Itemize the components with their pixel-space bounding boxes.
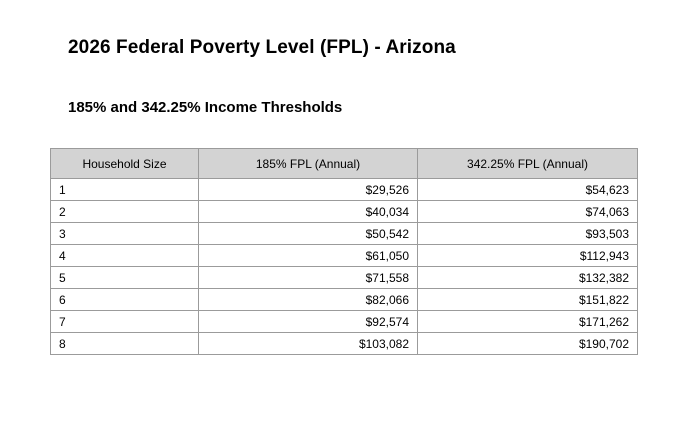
- household-size-cell: 2: [50, 200, 199, 223]
- header-row: Household Size 185% FPL (Annual) 342.25%…: [50, 148, 638, 179]
- fpl-table-header: Household Size 185% FPL (Annual) 342.25%…: [50, 148, 638, 179]
- page-subtitle: 185% and 342.25% Income Thresholds: [68, 99, 343, 116]
- table-row: 4 $61,050 $112,943: [50, 244, 638, 267]
- household-size-cell: 4: [50, 244, 199, 267]
- fpl-185-cell: $82,066: [198, 288, 418, 311]
- household-size-cell: 3: [50, 222, 199, 245]
- household-size-cell: 1: [50, 178, 199, 201]
- household-size-cell: 5: [50, 266, 199, 289]
- fpl-342-cell: $190,702: [417, 332, 638, 355]
- table-row: 3 $50,542 $93,503: [50, 222, 638, 245]
- table-row: 2 $40,034 $74,063: [50, 200, 638, 223]
- fpl-185-cell: $103,082: [198, 332, 418, 355]
- fpl-342-cell: $171,262: [417, 310, 638, 333]
- fpl-185-cell: $61,050: [198, 244, 418, 267]
- fpl-table-body: 1 $29,526 $54,623 2 $40,034 $74,063 3 $50,542 $9…: [50, 178, 638, 355]
- household-size-cell: 7: [50, 310, 199, 333]
- column-header-185-fpl: 185% FPL (Annual): [198, 148, 418, 179]
- column-header-342-fpl: 342.25% FPL (Annual): [417, 148, 638, 179]
- fpl-table: Household Size 185% FPL (Annual) 342.25%…: [50, 148, 638, 355]
- fpl-342-cell: $93,503: [417, 222, 638, 245]
- fpl-185-cell: $50,542: [198, 222, 418, 245]
- fpl-342-cell: $112,943: [417, 244, 638, 267]
- household-size-cell: 6: [50, 288, 199, 311]
- table-row: 6 $82,066 $151,822: [50, 288, 638, 311]
- fpl-185-cell: $29,526: [198, 178, 418, 201]
- fpl-342-cell: $151,822: [417, 288, 638, 311]
- table-row: 8 $103,082 $190,702: [50, 332, 638, 355]
- fpl-185-cell: $92,574: [198, 310, 418, 333]
- fpl-185-cell: $40,034: [198, 200, 418, 223]
- table-row: 7 $92,574 $171,262: [50, 310, 638, 333]
- fpl-342-cell: $74,063: [417, 200, 638, 223]
- fpl-185-cell: $71,558: [198, 266, 418, 289]
- column-header-household-size: Household Size: [50, 148, 199, 179]
- fpl-342-cell: $132,382: [417, 266, 638, 289]
- fpl-342-cell: $54,623: [417, 178, 638, 201]
- table-row: 1 $29,526 $54,623: [50, 178, 638, 201]
- table-row: 5 $71,558 $132,382: [50, 266, 638, 289]
- page-title: 2026 Federal Poverty Level (FPL) - Arizo…: [68, 37, 456, 58]
- household-size-cell: 8: [50, 332, 199, 355]
